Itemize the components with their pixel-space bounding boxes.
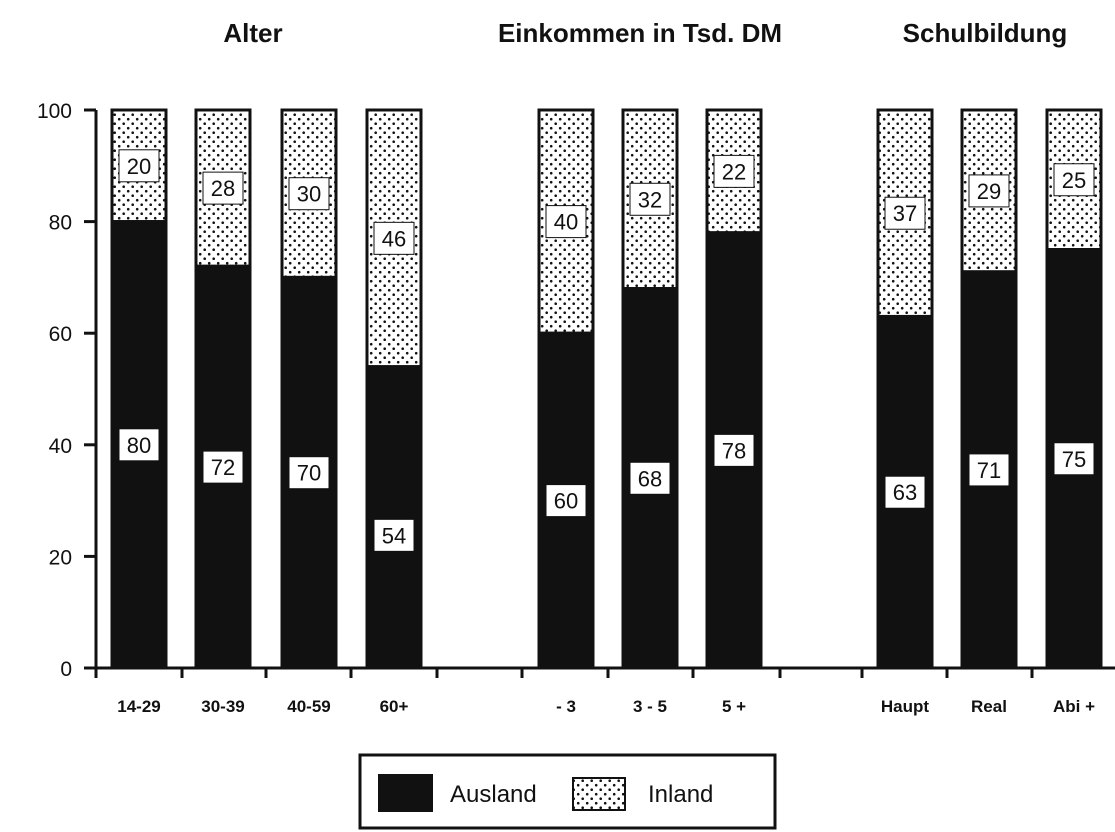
value-label-ausland-8: 71 [977, 458, 1001, 483]
value-label-inland-5: 32 [638, 187, 662, 212]
value-label-ausland-5: 68 [638, 466, 662, 491]
value-label-ausland-6-box [713, 433, 755, 467]
value-label-ausland-3-box [373, 518, 415, 552]
x-category-label-0: 14-29 [117, 697, 160, 716]
value-label-ausland-6: 78 [722, 438, 746, 463]
value-label-ausland-9-box [1053, 442, 1095, 476]
y-tick-label-80: 80 [49, 212, 72, 235]
value-label-ausland-0: 80 [127, 433, 151, 458]
legend-swatch-ausland [378, 774, 433, 812]
x-category-label-9: Abi + [1053, 697, 1095, 716]
group-title-2: Schulbildung [903, 18, 1068, 48]
value-label-inland-9: 25 [1062, 168, 1086, 193]
value-label-ausland-9: 75 [1062, 447, 1086, 472]
value-label-ausland-7-box [884, 475, 926, 509]
value-label-inland-1: 28 [211, 176, 235, 201]
y-axis: 0 20 40 60 80 100 [37, 100, 1115, 681]
value-label-inland-8: 29 [977, 179, 1001, 204]
value-label-ausland-2-box [288, 456, 330, 490]
value-label-ausland-5-box [629, 461, 671, 495]
value-label-inland-0: 20 [127, 154, 151, 179]
value-label-ausland-1: 72 [211, 455, 235, 480]
value-label-ausland-8-box [968, 453, 1010, 487]
value-label-ausland-4: 60 [554, 489, 578, 514]
legend-label-inland: Inland [648, 781, 713, 808]
bar-ausland-3 [365, 365, 423, 670]
value-label-ausland-4-box [545, 484, 587, 518]
value-label-inland-2: 30 [297, 182, 321, 207]
value-label-inland-9-box [1053, 163, 1095, 197]
x-category-label-4: - 3 [556, 697, 576, 716]
value-label-inland-3: 46 [382, 226, 406, 251]
bars: 80 20 72 28 70 30 54 46 60 40 68 32 78 22 63 37 71 29 75 25 [110, 108, 1103, 670]
legend-swatch-inland [572, 777, 626, 811]
y-tick-label-60: 60 [49, 323, 72, 346]
y-tick-label-100: 100 [37, 100, 72, 123]
value-label-inland-7-box [884, 196, 926, 230]
value-label-inland-5-box [629, 182, 671, 216]
x-category-label-8: Real [971, 697, 1007, 716]
y-tick-label-40: 40 [49, 435, 72, 458]
x-axis-labels: 14-29 30-39 40-59 60+ - 3 3 - 5 5 + Haupt Real Ab… [117, 697, 1095, 716]
y-tick-label-20: 20 [49, 546, 72, 569]
value-label-inland-7: 37 [893, 201, 917, 226]
x-category-label-1: 30-39 [201, 697, 244, 716]
x-category-label-3: 60+ [380, 697, 409, 716]
value-label-ausland-7: 63 [893, 480, 917, 505]
value-label-inland-8-box [968, 174, 1010, 208]
value-label-ausland-3: 54 [382, 523, 406, 548]
group-title-1: Einkommen in Tsd. DM [498, 18, 782, 48]
legend: Ausland Inland [358, 753, 777, 830]
value-label-inland-0-box [118, 149, 160, 183]
value-label-ausland-1-box [202, 450, 244, 484]
value-label-ausland-0-box [118, 428, 160, 462]
value-label-inland-6-box [713, 154, 755, 188]
value-label-inland-4-box [545, 205, 587, 239]
value-label-inland-6: 22 [722, 159, 746, 184]
legend-label-ausland: Ausland [450, 781, 537, 808]
x-category-label-7: Haupt [881, 697, 930, 716]
value-label-inland-2-box [288, 177, 330, 211]
value-label-ausland-2: 70 [297, 461, 321, 486]
x-category-label-5: 3 - 5 [633, 697, 667, 716]
value-label-inland-4: 40 [554, 210, 578, 235]
value-label-inland-1-box [202, 171, 244, 205]
y-tick-label-0: 0 [60, 658, 72, 681]
value-label-inland-3-box [373, 221, 415, 255]
group-title-0: Alter [223, 18, 282, 48]
x-category-label-6: 5 + [722, 697, 746, 716]
x-category-label-2: 40-59 [287, 697, 330, 716]
